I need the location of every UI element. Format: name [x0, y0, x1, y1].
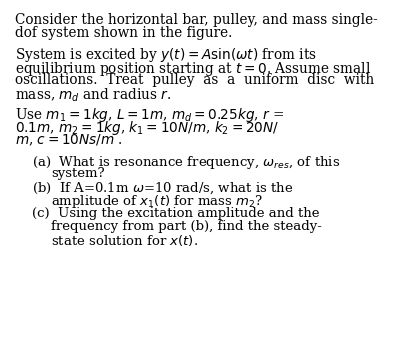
- Text: (c)  Using the excitation amplitude and the: (c) Using the excitation amplitude and t…: [32, 207, 320, 220]
- Text: state solution for $x(t)$.: state solution for $x(t)$.: [51, 233, 198, 248]
- Text: frequency from part (b), find the steady-: frequency from part (b), find the steady…: [51, 220, 322, 233]
- Text: system?: system?: [51, 167, 105, 180]
- Text: equilibrium position starting at $t = 0$. Assume small: equilibrium position starting at $t = 0$…: [15, 60, 371, 78]
- Text: (a)  What is resonance frequency, $\omega_{res}$, of this: (a) What is resonance frequency, $\omega…: [32, 154, 340, 171]
- Text: amplitude of $x_1(t)$ for mass $m_2$?: amplitude of $x_1(t)$ for mass $m_2$?: [51, 193, 263, 210]
- Text: $m$, $c = 10Ns/m$ .: $m$, $c = 10Ns/m$ .: [15, 132, 123, 148]
- Text: oscillations.  Treat  pulley  as  a  uniform  disc  with: oscillations. Treat pulley as a uniform …: [15, 73, 374, 87]
- Text: (b)  If A=0.1m $\omega$=10 rad/s, what is the: (b) If A=0.1m $\omega$=10 rad/s, what is…: [32, 180, 293, 195]
- Text: $0.1m$, $m_2 = 1kg$, $k_1 = 10N/m$, $k_2 = 20N/$: $0.1m$, $m_2 = 1kg$, $k_1 = 10N/m$, $k_2…: [15, 119, 279, 137]
- Text: System is excited by $y(t) = A\mathrm{sin}(\omega t)$ from its: System is excited by $y(t) = A\mathrm{si…: [15, 46, 317, 65]
- Text: Consider the horizontal bar, pulley, and mass single-: Consider the horizontal bar, pulley, and…: [15, 13, 378, 27]
- Text: Use $m_1 = 1kg$, $L = 1m$, $m_d = 0.25kg$, $r$ =: Use $m_1 = 1kg$, $L = 1m$, $m_d = 0.25kg…: [15, 106, 284, 124]
- Text: dof system shown in the figure.: dof system shown in the figure.: [15, 26, 233, 40]
- Text: mass, $m_d$ and radius $r$.: mass, $m_d$ and radius $r$.: [15, 86, 171, 104]
